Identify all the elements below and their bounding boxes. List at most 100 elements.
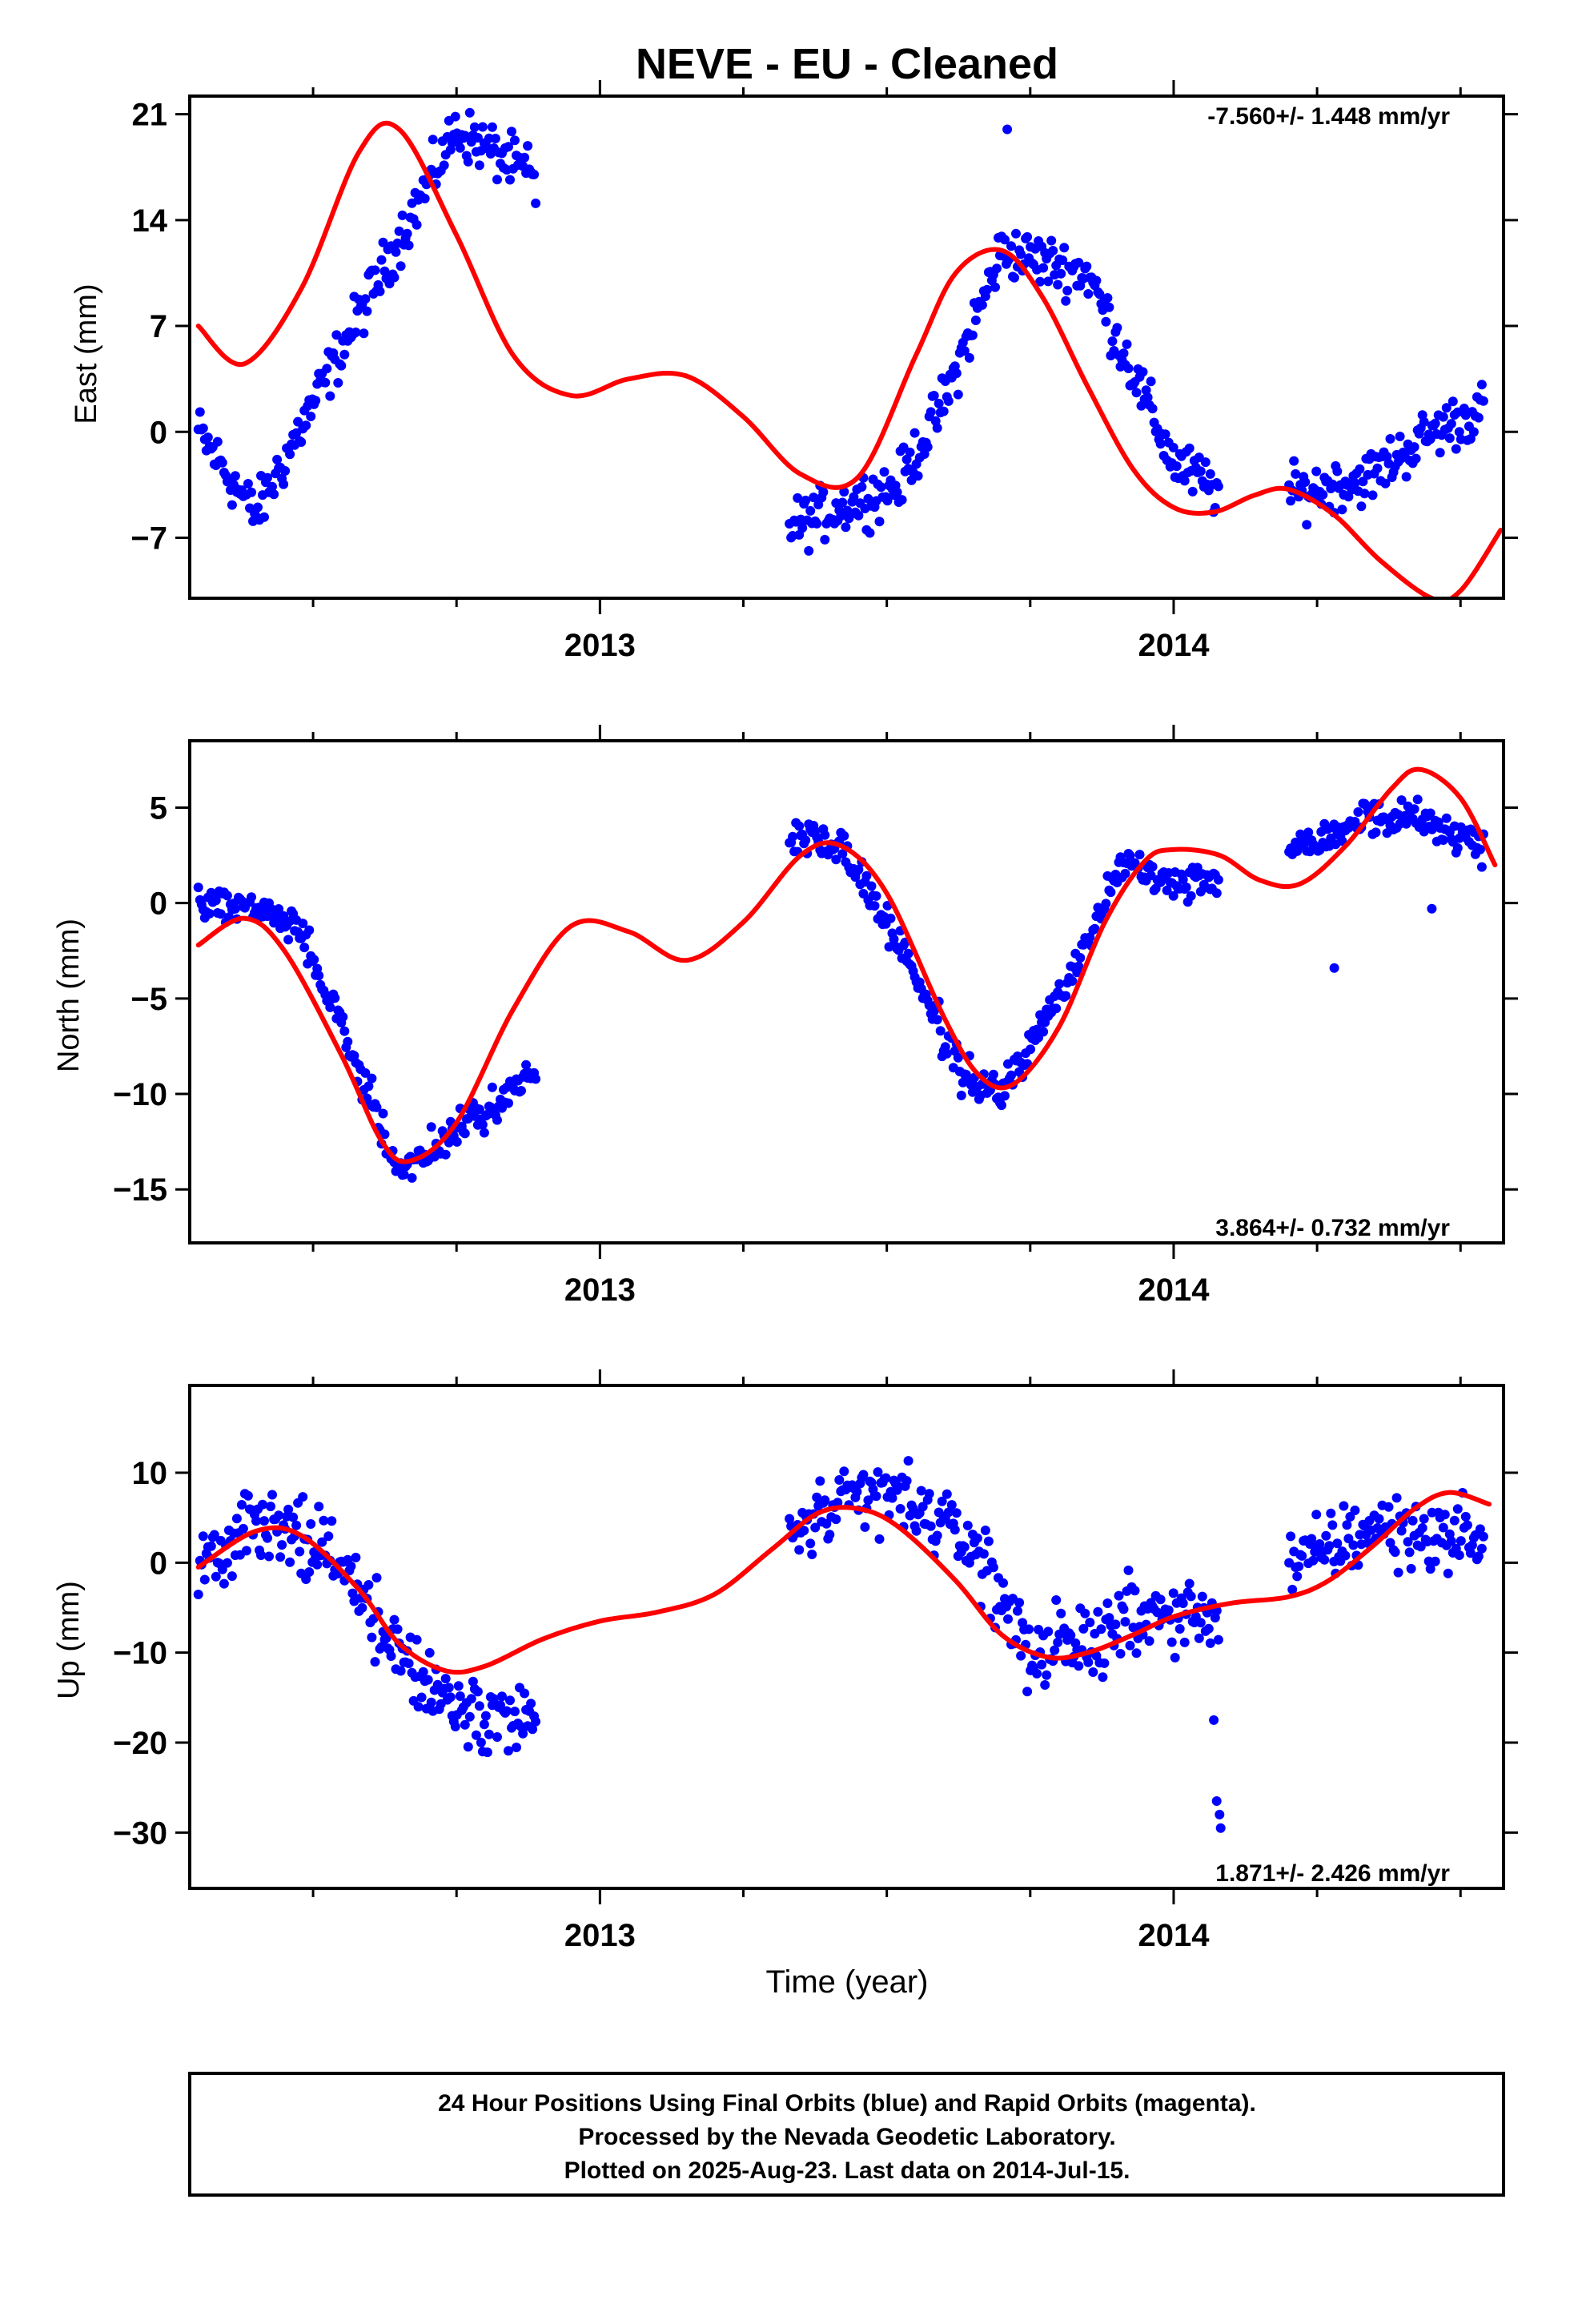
north-point <box>1438 835 1448 845</box>
north-point <box>831 854 841 865</box>
east-point <box>1401 472 1411 482</box>
up-point <box>471 1730 481 1740</box>
up-point <box>972 1533 982 1543</box>
east-point <box>227 500 237 510</box>
up-point <box>370 1657 380 1667</box>
up-point <box>1123 1565 1134 1575</box>
east-point <box>1451 444 1461 454</box>
east-point <box>990 282 1000 292</box>
east-point <box>1074 257 1084 267</box>
up-point <box>404 1659 414 1669</box>
up-point <box>1042 1670 1052 1680</box>
up-point <box>1155 1594 1166 1605</box>
east-point <box>922 442 933 452</box>
north-point <box>1054 979 1065 989</box>
up-point <box>1098 1672 1108 1683</box>
north-point <box>1211 888 1222 899</box>
north-point <box>215 909 226 919</box>
east-point <box>793 493 803 503</box>
up-point <box>1297 1550 1307 1561</box>
up-point <box>815 1476 825 1486</box>
up-point <box>1066 1630 1076 1641</box>
up-point <box>444 1683 454 1693</box>
east-point <box>1441 403 1452 413</box>
north-axis-label: North (mm) <box>52 919 86 1072</box>
up-point <box>275 1552 286 1562</box>
north-point <box>363 1081 374 1092</box>
up-point <box>950 1525 960 1535</box>
up-point <box>1321 1530 1331 1541</box>
footer-line-3: Plotted on 2025-Aug-23. Last data on 201… <box>564 2157 1130 2184</box>
east-point <box>804 545 814 556</box>
up-point <box>1056 1608 1066 1618</box>
up-point <box>416 1692 427 1703</box>
up-point <box>1404 1547 1415 1558</box>
up-point <box>1003 1614 1013 1624</box>
north-point <box>988 1069 998 1080</box>
north-point <box>997 1100 1006 1111</box>
east-point <box>1006 241 1016 251</box>
east-point <box>1104 302 1114 312</box>
up-point <box>1294 1562 1304 1571</box>
north-point <box>853 864 864 875</box>
up-point <box>1099 1658 1110 1668</box>
north-point <box>953 1052 963 1063</box>
east-point <box>296 437 307 447</box>
east-point <box>1289 456 1299 466</box>
up-point <box>1120 1617 1130 1627</box>
east-point <box>841 522 851 533</box>
east-point <box>460 131 470 141</box>
up-point <box>291 1520 302 1530</box>
up-point <box>1419 1514 1429 1524</box>
up-point <box>243 1490 253 1501</box>
east-point <box>820 534 830 545</box>
up-point <box>1051 1595 1062 1605</box>
up-point <box>418 1667 428 1677</box>
up-point <box>423 1675 433 1685</box>
up-point <box>1452 1504 1463 1514</box>
east-point <box>455 143 465 153</box>
up-point <box>455 1691 465 1701</box>
up-point <box>283 1504 294 1514</box>
up-point <box>526 1699 536 1709</box>
up-point <box>363 1580 374 1590</box>
east-point <box>1118 348 1129 359</box>
up-point <box>392 1624 403 1634</box>
up-point <box>413 1702 424 1712</box>
north-point <box>1412 794 1423 805</box>
north-point <box>440 1149 451 1160</box>
up-point <box>468 1676 478 1687</box>
east-point <box>882 496 893 506</box>
north-point <box>407 1172 417 1183</box>
east-point <box>1435 448 1445 458</box>
east-point <box>836 511 846 521</box>
up-point <box>1327 1520 1338 1530</box>
up-point <box>1326 1508 1336 1518</box>
east-point <box>1355 464 1365 474</box>
up-point <box>1449 1515 1460 1526</box>
up-point <box>482 1747 492 1758</box>
east-point <box>1430 418 1440 428</box>
east-point <box>1446 419 1456 429</box>
up-point <box>1163 1605 1174 1615</box>
north-point <box>460 1128 470 1139</box>
east-point <box>362 306 372 316</box>
north-point <box>1035 1010 1046 1020</box>
up-point <box>1179 1637 1190 1647</box>
east-point <box>809 493 819 503</box>
east-point <box>477 122 488 132</box>
east-point <box>1000 235 1010 245</box>
up-point <box>396 1666 406 1676</box>
up-point <box>1102 1598 1113 1608</box>
east-point <box>1131 388 1142 398</box>
up-point <box>1178 1598 1188 1608</box>
up-point <box>484 1729 494 1739</box>
up-point <box>251 1516 261 1526</box>
up-point <box>959 1542 970 1552</box>
up-point <box>301 1574 311 1584</box>
up-point <box>852 1486 862 1497</box>
east-point <box>967 330 978 340</box>
east-point <box>439 160 449 171</box>
east-point <box>1094 289 1105 300</box>
